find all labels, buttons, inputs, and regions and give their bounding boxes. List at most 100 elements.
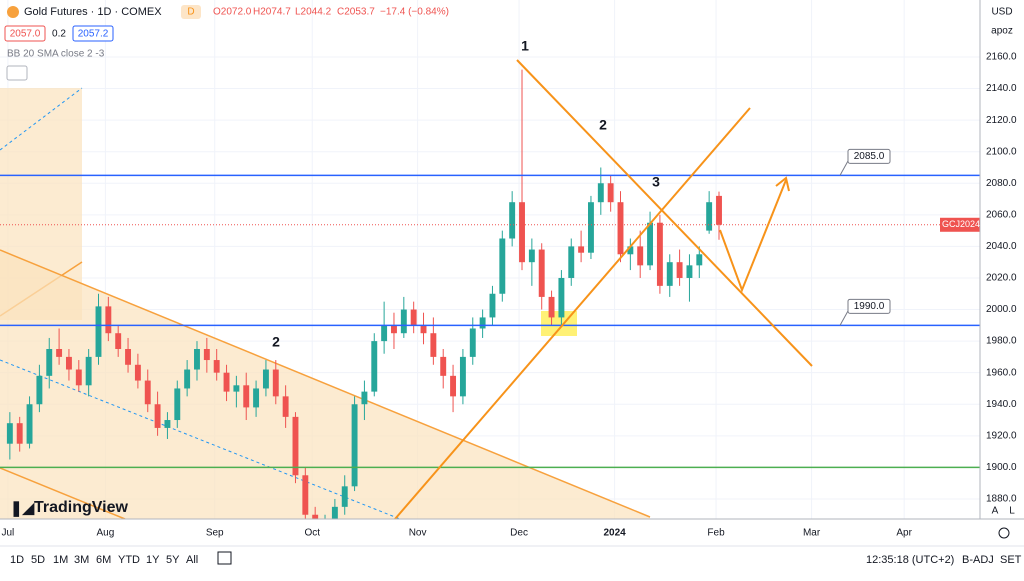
- candle-body: [312, 514, 319, 519]
- x-tick-label: Feb: [707, 528, 725, 539]
- candle-body: [203, 348, 210, 361]
- currency[interactable]: USD: [991, 7, 1012, 18]
- candle-body: [144, 380, 151, 405]
- x-tick-label: Sep: [206, 528, 224, 539]
- candle-body: [46, 348, 53, 376]
- candle-body: [253, 388, 260, 408]
- y-tick-label: 1900.0: [986, 462, 1017, 473]
- badge: D: [187, 7, 194, 18]
- bid: 2057.0: [10, 29, 41, 40]
- candle-body: [371, 341, 378, 392]
- candle-body: [627, 246, 634, 255]
- bid-box[interactable]: [4, 25, 46, 42]
- candle-body: [85, 356, 92, 386]
- badge-bg: [181, 5, 201, 19]
- candle-body: [26, 404, 33, 444]
- x-tick-label: Oct: [304, 528, 320, 539]
- candle-body: [528, 249, 535, 263]
- range-button[interactable]: 1D: [10, 554, 24, 566]
- candle-body: [568, 246, 575, 278]
- candle-body: [115, 333, 122, 349]
- candle-body: [676, 262, 683, 278]
- time-axis: Jul Aug Sep Oct Nov Dec 2024 Feb Mar Apr: [1, 528, 912, 539]
- candle-body: [558, 277, 565, 318]
- candle-body: [450, 375, 457, 397]
- candle-body: [430, 333, 437, 357]
- range-buttons: 1D 5D 1M 3M 6M YTD 1Y 5Y All: [10, 554, 198, 566]
- x-tick-label: Nov: [409, 528, 427, 539]
- ohlc: O2072.0: [213, 7, 252, 18]
- collapse-button[interactable]: [6, 65, 28, 81]
- candle-body: [233, 385, 240, 392]
- symbol[interactable]: Gold Futures · 1D · COMEX: [24, 6, 162, 18]
- range-button[interactable]: 1Y: [146, 554, 160, 566]
- y-tick-label: 2120.0: [986, 115, 1017, 126]
- date-range-icon[interactable]: [217, 551, 232, 565]
- candle-body: [548, 296, 555, 318]
- spread: 0.2: [52, 29, 66, 40]
- symbol-tag: [940, 217, 982, 232]
- candle-body: [391, 325, 397, 334]
- drawings: [0, 87, 651, 519]
- candle-body: [36, 375, 43, 405]
- range-button[interactable]: YTD: [118, 554, 140, 566]
- y-tick-label: 2000.0: [986, 304, 1017, 315]
- ohlc: C2053.7: [337, 7, 375, 18]
- candle-body: [647, 222, 654, 266]
- adjust[interactable]: B-ADJ: [962, 554, 994, 566]
- ohlc: H2074.7: [253, 7, 291, 18]
- channel-line: [0, 467, 126, 519]
- candle-body: [479, 317, 486, 329]
- candle-body: [65, 356, 72, 370]
- candle-body: [617, 202, 624, 255]
- candle-body: [213, 360, 220, 373]
- unit[interactable]: apoz: [991, 26, 1013, 37]
- x-tick-label: Apr: [896, 528, 912, 539]
- wave-label: 3: [652, 174, 660, 190]
- price-axis: 1880.0 1900.0 1920.0 1940.0 1960.0 1980.0 2000…: [986, 52, 1017, 505]
- candle-body: [489, 293, 496, 318]
- indicator[interactable]: BB 20 SMA close 2 -3: [7, 49, 105, 60]
- range-button[interactable]: 5Y: [166, 554, 180, 566]
- candle-body: [381, 325, 388, 342]
- candle-body: [322, 521, 328, 527]
- wave-label: 2: [599, 117, 607, 133]
- change: −17.4 (−0.84%): [380, 7, 449, 18]
- candle-body: [607, 183, 614, 203]
- candle-body: [272, 369, 279, 397]
- y-tick-label: 2060.0: [986, 209, 1017, 220]
- range-button[interactable]: All: [186, 554, 198, 566]
- settings-icon[interactable]: [998, 527, 1010, 539]
- symbol-tag-text: GCJ2024: [942, 219, 980, 229]
- candle-body: [588, 202, 594, 253]
- candle-body: [656, 222, 663, 286]
- candle-body: [16, 423, 23, 444]
- log-button[interactable]: L: [1009, 506, 1015, 517]
- candle-body: [578, 246, 585, 253]
- candle-body: [154, 404, 161, 428]
- candle-body: [95, 306, 102, 357]
- candle-body: [6, 423, 13, 444]
- y-tick-label: 1960.0: [986, 367, 1017, 378]
- trend-line: [394, 107, 751, 519]
- wave-label: 2: [272, 334, 280, 350]
- range-button[interactable]: 6M: [96, 554, 111, 566]
- symbol-icon: [7, 6, 19, 18]
- x-tick-label: 2024: [603, 528, 626, 539]
- arrow-head: [775, 176, 790, 192]
- ask-box[interactable]: [72, 25, 114, 42]
- ohlc: L2044.2: [295, 7, 332, 18]
- range-button[interactable]: 1M: [53, 554, 68, 566]
- auto-button[interactable]: A: [992, 506, 999, 517]
- range-button[interactable]: 5D: [31, 554, 45, 566]
- x-tick-label: Jul: [1, 528, 14, 539]
- clock: 12:35:18 (UTC+2): [866, 554, 954, 566]
- candle-body: [469, 328, 476, 357]
- y-tick-label: 1880.0: [986, 494, 1017, 505]
- settlement[interactable]: SET: [1000, 554, 1022, 566]
- callout-text: 2085.0: [854, 151, 885, 162]
- candle-body: [351, 404, 358, 487]
- range-button[interactable]: 3M: [74, 554, 89, 566]
